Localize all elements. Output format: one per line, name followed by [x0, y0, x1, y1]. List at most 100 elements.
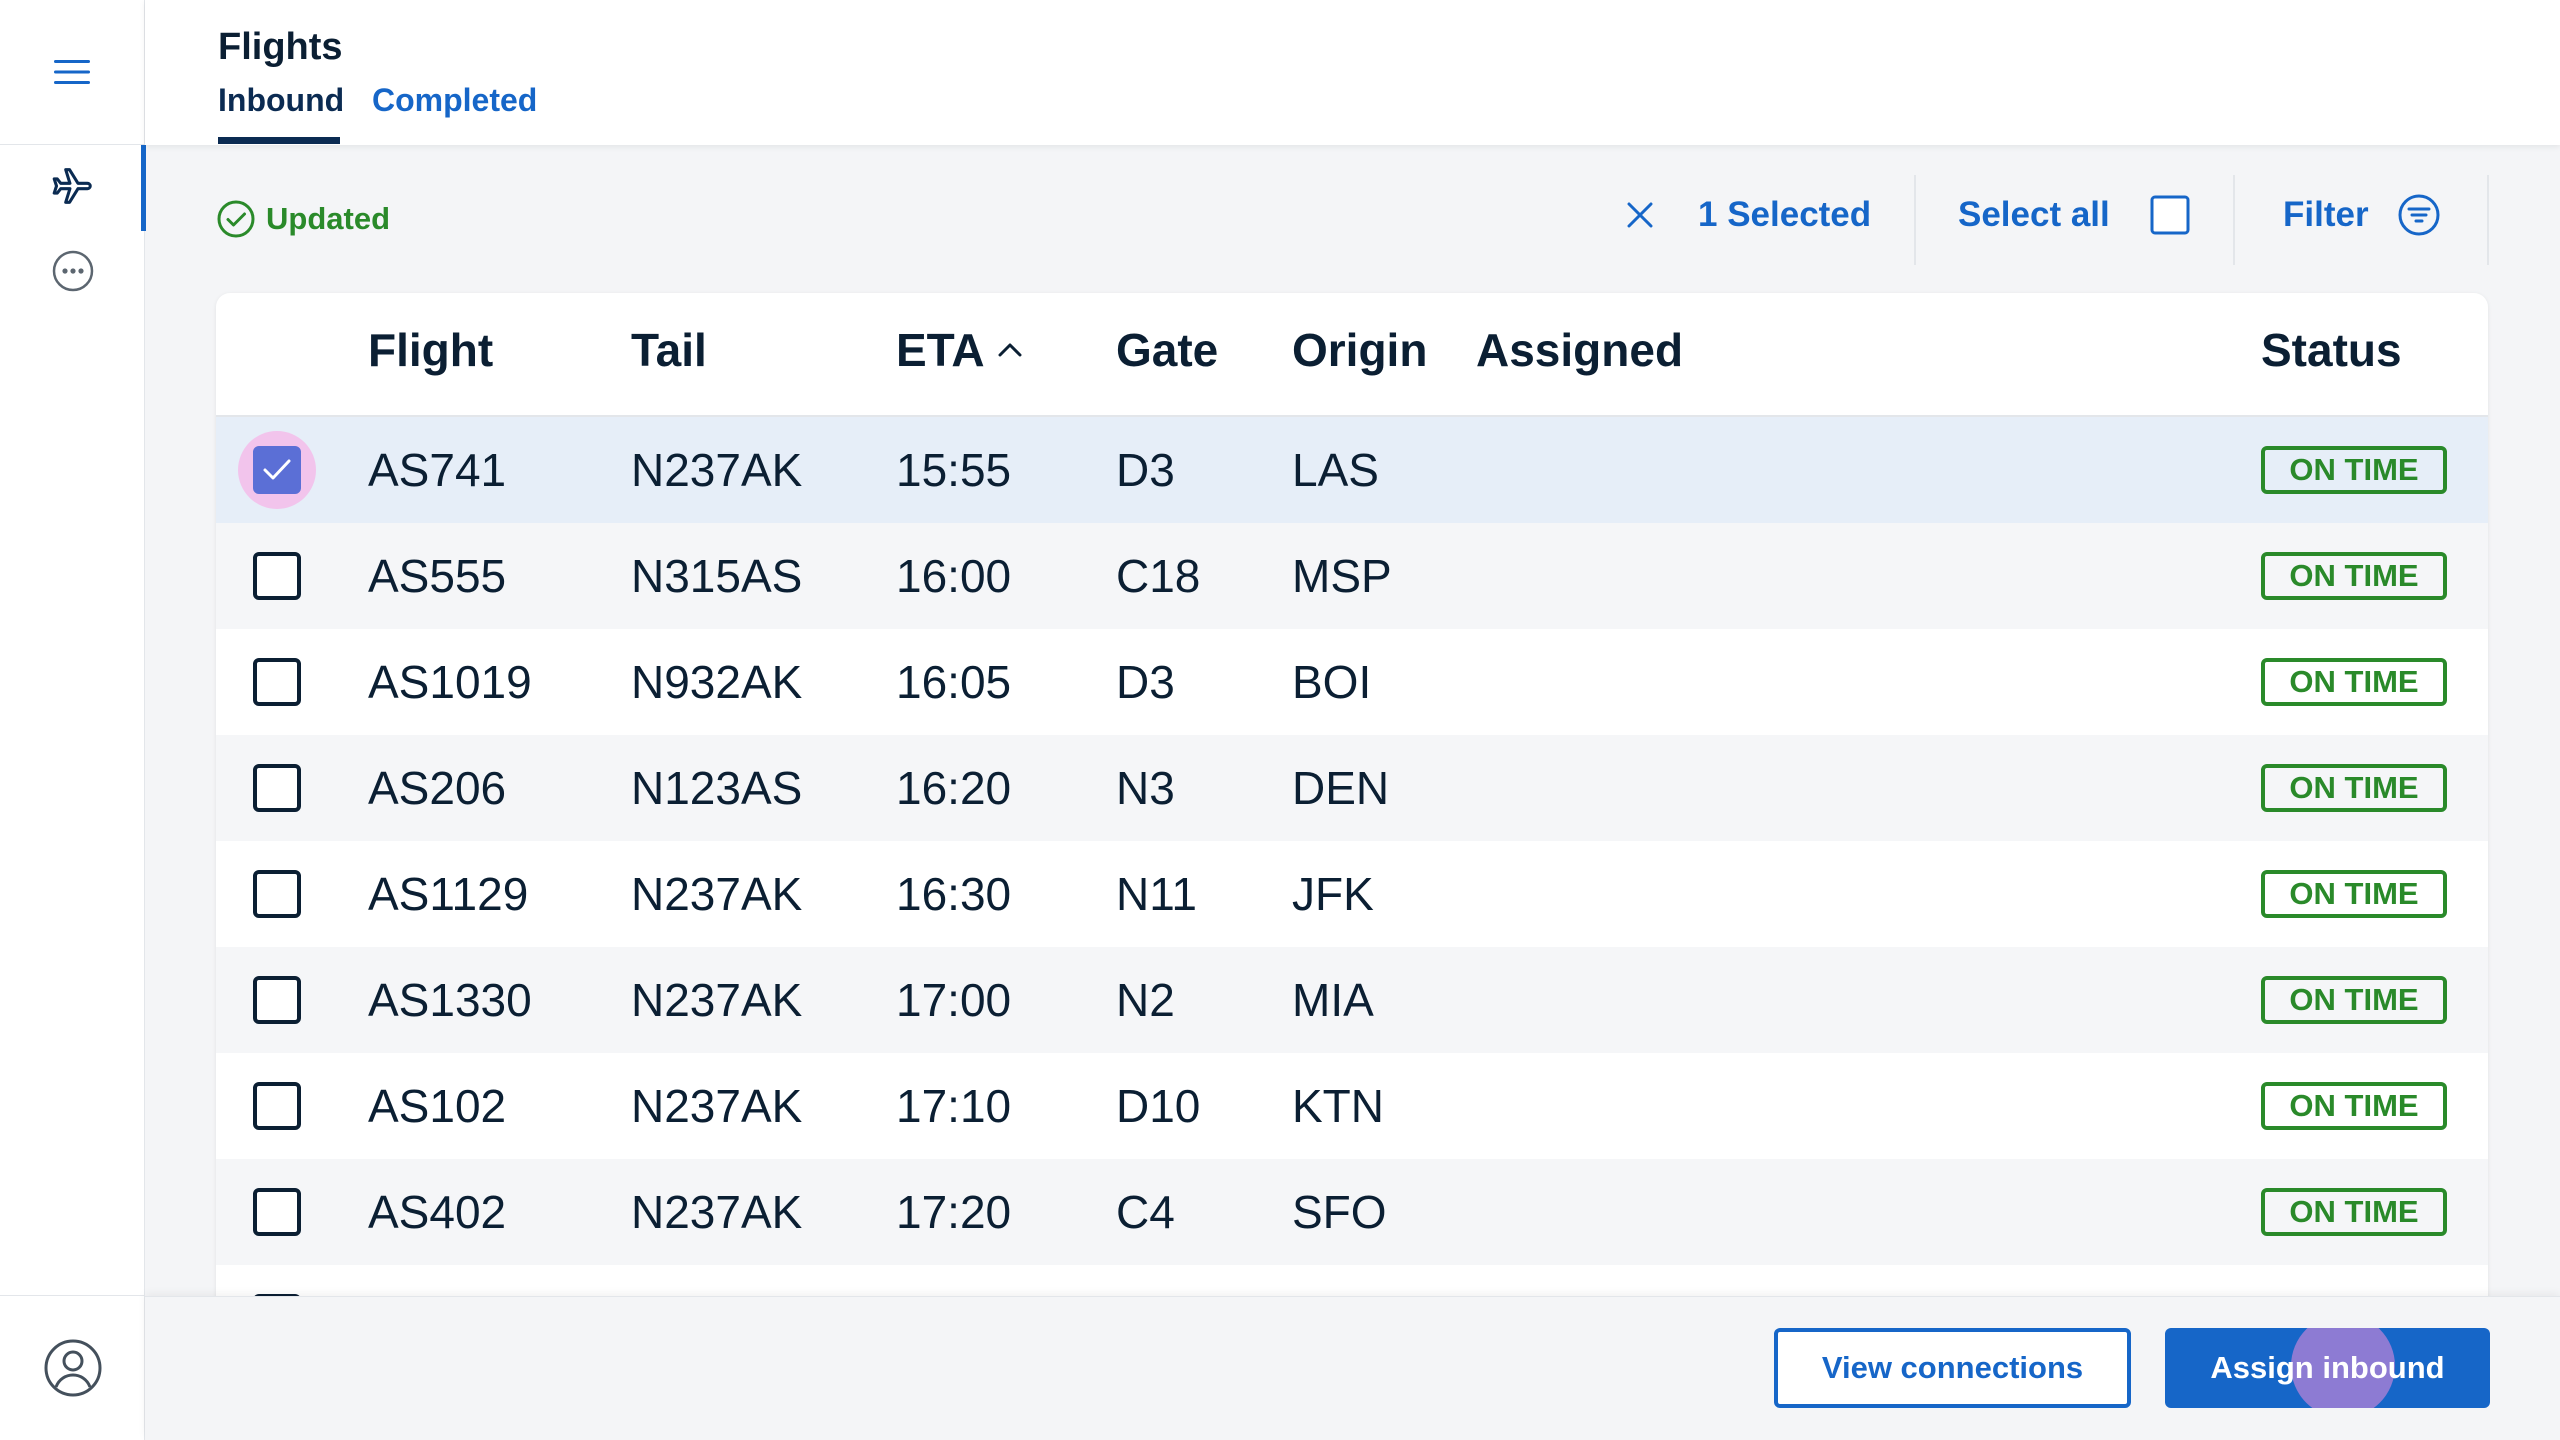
active-tab-indicator — [218, 137, 340, 144]
filter-icon — [2397, 193, 2441, 237]
column-header-tail[interactable]: Tail — [631, 324, 707, 376]
origin: KTN — [1292, 1080, 1384, 1132]
column-header-eta[interactable]: ETA — [896, 323, 1023, 377]
user-profile-icon[interactable] — [43, 1338, 103, 1398]
assign-inbound-label: Assign inbound — [2210, 1350, 2445, 1385]
gate: C18 — [1116, 550, 1201, 602]
column-header-assigned[interactable]: Assigned — [1476, 324, 1684, 376]
row-checkbox-wrap — [238, 643, 316, 721]
flight-number: AS1330 — [368, 974, 532, 1026]
row-checkbox[interactable] — [253, 1188, 301, 1236]
hamburger-menu-icon[interactable] — [54, 58, 90, 86]
eta: 15:55 — [896, 444, 1012, 496]
table-row[interactable]: AS1019 N932AK 16:05 D3 BOI ON TIME — [216, 629, 2488, 735]
row-checkbox-wrap — [238, 1173, 316, 1251]
table-row[interactable]: AS1129 N237AK 16:30 N11 JFK ON TIME — [216, 841, 2488, 947]
status-badge: ON TIME — [2261, 870, 2447, 918]
tab-completed[interactable]: Completed — [372, 82, 538, 118]
select-all-control[interactable]: Select all — [1958, 165, 2190, 265]
status-badge: ON TIME — [2261, 1188, 2447, 1236]
flight-number: AS1129 — [368, 868, 529, 920]
row-checkbox-wrap — [238, 961, 316, 1039]
column-header-flight[interactable]: Flight — [368, 324, 494, 376]
clear-selection-button[interactable] — [1625, 165, 1655, 265]
update-status-label: Updated — [266, 201, 390, 236]
origin: JFK — [1292, 868, 1374, 920]
table-header: Flight Tail ETA Gate Origin Assigned Sta… — [216, 293, 2488, 417]
selected-count: 1 Selected — [1698, 195, 1872, 234]
eta: 16:00 — [896, 550, 1012, 602]
flights-table: Flight Tail ETA Gate Origin Assigned Sta… — [216, 293, 2488, 1353]
column-header-gate[interactable]: Gate — [1116, 324, 1219, 376]
tail-number: N932AK — [631, 656, 803, 708]
column-header-status[interactable]: Status — [2261, 324, 2402, 376]
table-row[interactable]: AS555 N315AS 16:00 C18 MSP ON TIME — [216, 523, 2488, 629]
sort-ascending-icon — [997, 341, 1023, 359]
flight-number: AS402 — [368, 1186, 507, 1238]
flight-number: AS206 — [368, 762, 507, 814]
table-row[interactable]: AS741 N237AK 15:55 D3 LAS ON TIME — [216, 417, 2488, 523]
close-icon — [1625, 200, 1655, 230]
eta: 17:10 — [896, 1080, 1012, 1132]
row-checkbox[interactable] — [253, 552, 301, 600]
check-circle-icon — [216, 199, 256, 239]
status-badge: ON TIME — [2261, 764, 2447, 812]
table-row[interactable]: AS1330 N237AK 17:00 N2 MIA ON TIME — [216, 947, 2488, 1053]
tab-inbound[interactable]: Inbound — [218, 82, 345, 118]
status-badge: ON TIME — [2261, 1082, 2447, 1130]
update-status: Updated — [216, 199, 390, 239]
flight-number: AS555 — [368, 550, 507, 602]
table-row[interactable]: AS402 N237AK 17:20 C4 SFO ON TIME — [216, 1159, 2488, 1265]
row-checkbox[interactable] — [253, 976, 301, 1024]
airplane-icon — [50, 163, 96, 209]
row-checkbox-wrap — [238, 855, 316, 933]
eta: 17:00 — [896, 974, 1012, 1026]
status-badge: ON TIME — [2261, 552, 2447, 600]
eta: 16:05 — [896, 656, 1012, 708]
page-title: Flights — [218, 26, 343, 68]
eta: 16:20 — [896, 762, 1012, 814]
filter-button[interactable]: Filter — [2283, 165, 2441, 265]
gate: C4 — [1116, 1186, 1175, 1238]
origin: SFO — [1292, 1186, 1387, 1238]
filter-label: Filter — [2283, 195, 2369, 234]
gate: D3 — [1116, 656, 1175, 708]
rail-item-flights[interactable] — [0, 145, 146, 231]
flight-number: AS741 — [368, 444, 507, 496]
origin: DEN — [1292, 762, 1390, 814]
select-all-checkbox[interactable] — [2150, 195, 2190, 235]
gate: D10 — [1116, 1080, 1201, 1132]
tail-number: N237AK — [631, 868, 803, 920]
tail-number: N123AS — [631, 762, 803, 814]
row-checkbox[interactable] — [253, 658, 301, 706]
row-checkbox[interactable] — [253, 870, 301, 918]
table-toolbar: Updated 1 Selected Select all Filter — [145, 165, 2560, 275]
row-checkbox-wrap — [238, 537, 316, 615]
row-checkbox[interactable] — [253, 1082, 301, 1130]
rail-profile-area — [0, 1295, 145, 1440]
status-badge: ON TIME — [2261, 446, 2447, 494]
table-row[interactable]: AS206 N123AS 16:20 N3 DEN ON TIME — [216, 735, 2488, 841]
origin: LAS — [1292, 444, 1379, 496]
tail-number: N237AK — [631, 1186, 803, 1238]
row-checkbox-wrap — [238, 1067, 316, 1145]
side-rail — [0, 0, 146, 1440]
row-checkbox[interactable] — [253, 446, 301, 494]
gate: D3 — [1116, 444, 1175, 496]
row-checkbox-wrap — [238, 749, 316, 827]
toolbar-divider — [2233, 175, 2235, 265]
page-header: Flights Inbound Completed — [145, 0, 2560, 145]
action-footer: View connections Assign inbound — [145, 1296, 2560, 1440]
assign-inbound-button[interactable]: Assign inbound — [2165, 1328, 2490, 1408]
origin: MIA — [1292, 974, 1374, 1026]
rail-menu-area — [0, 0, 144, 145]
toolbar-divider — [1914, 175, 1916, 265]
column-header-eta-label: ETA — [896, 324, 985, 376]
eta: 16:30 — [896, 868, 1012, 920]
tail-number: N237AK — [631, 444, 803, 496]
rail-item-more[interactable] — [0, 230, 145, 312]
view-connections-button[interactable]: View connections — [1774, 1328, 2131, 1408]
column-header-origin[interactable]: Origin — [1292, 324, 1428, 376]
table-row[interactable]: AS102 N237AK 17:10 D10 KTN ON TIME — [216, 1053, 2488, 1159]
row-checkbox[interactable] — [253, 764, 301, 812]
